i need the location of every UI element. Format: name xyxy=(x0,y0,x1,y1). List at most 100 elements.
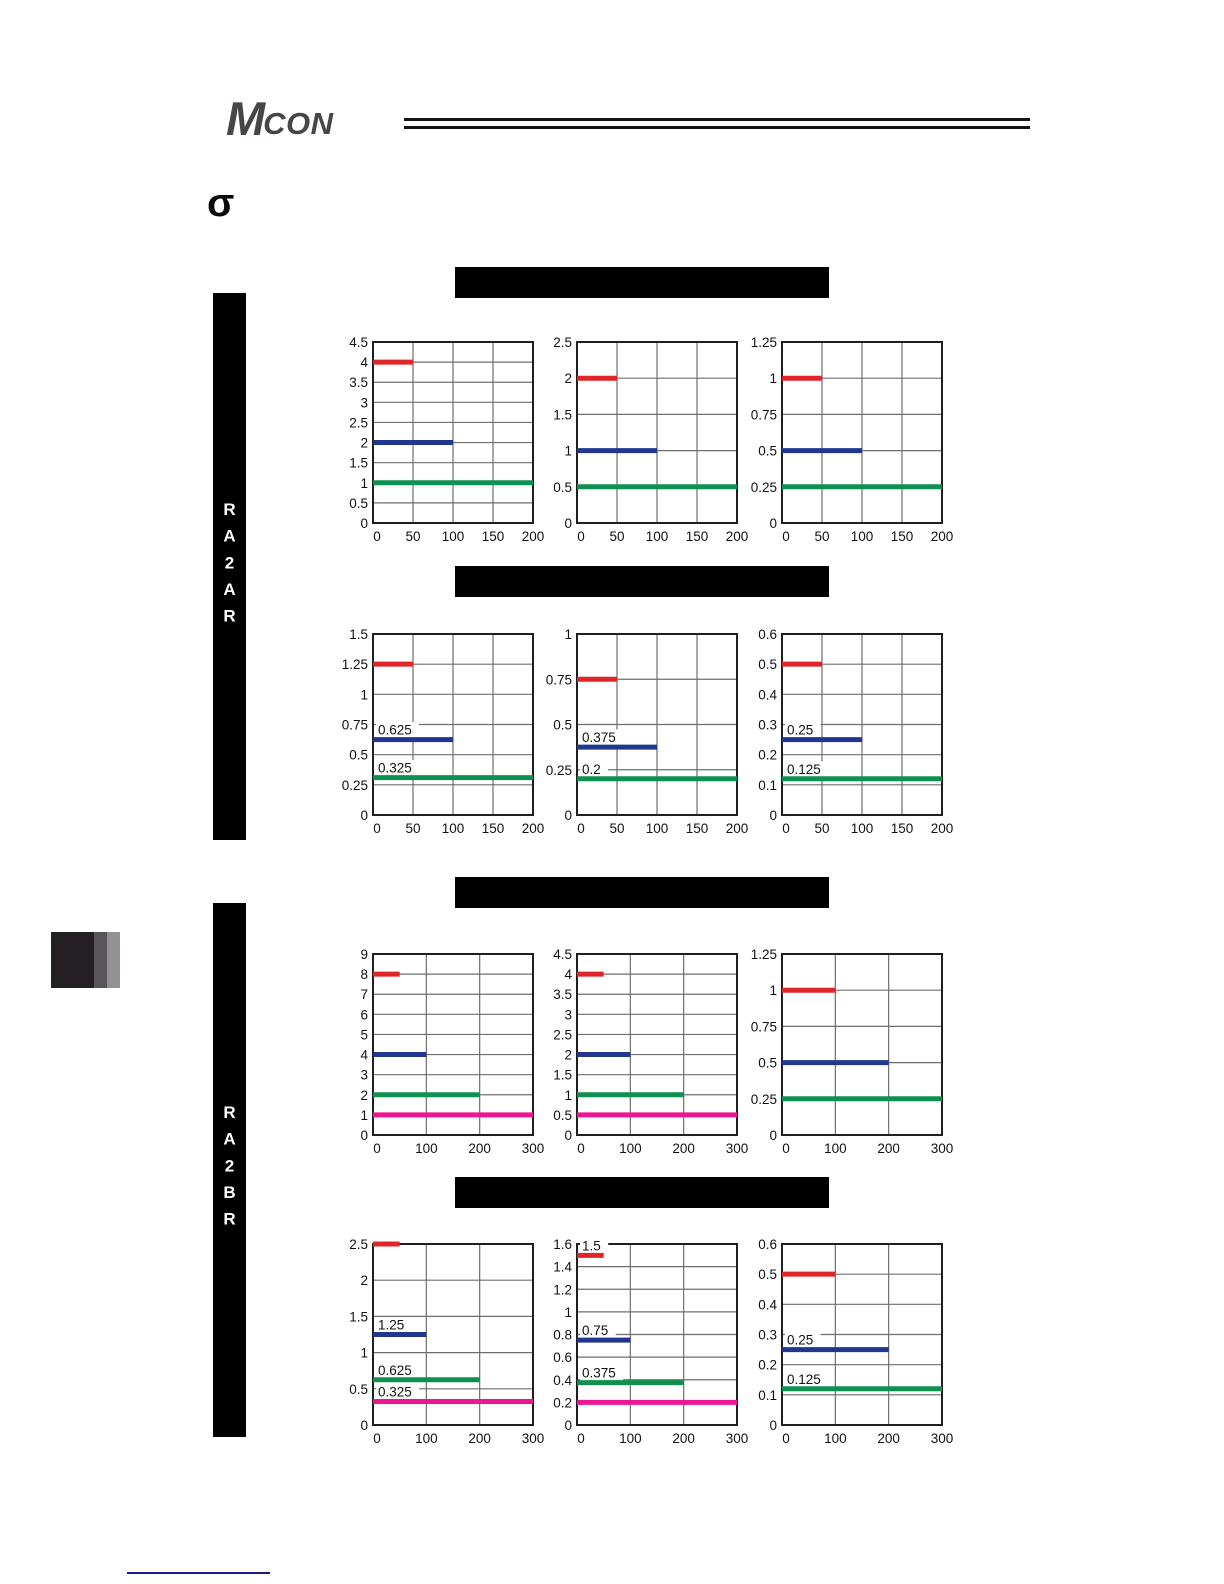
x-tick-label: 200 xyxy=(522,821,545,836)
redacted-section-title-1 xyxy=(455,267,829,298)
y-tick-label: 0.3 xyxy=(758,1328,777,1343)
x-tick-label: 50 xyxy=(405,821,420,836)
speed-payload-chart-r4c1: 1.25 0.625 0.325 0 0.5 1 1.5 2 2.5 0 100 200 300 xyxy=(349,1237,545,1446)
plot-frame xyxy=(576,341,738,524)
y-tick-label: 0 xyxy=(769,808,777,823)
y-tick-label: 0.5 xyxy=(349,496,368,511)
y-tick-label: 4 xyxy=(564,967,572,982)
y-tick-label: 0.75 xyxy=(751,1019,777,1034)
x-tick-label: 150 xyxy=(482,529,505,544)
x-tick-label: 0 xyxy=(577,1141,585,1156)
x-tick-label: 150 xyxy=(482,821,505,836)
speed-payload-chart-r2c1: 0.625 0.325 0 0.25 0.5 0.75 1 1.25 1.5 0 50 100 150 2… xyxy=(342,627,545,836)
y-tick-label: 0.1 xyxy=(758,1388,777,1403)
x-tick-label: 100 xyxy=(415,1141,438,1156)
x-tick-label: 0 xyxy=(577,821,585,836)
speed-payload-chart-r3c2: 0 0.5 1 1.5 2 2.5 3 3.5 4 4.5 0 100 200 300 xyxy=(553,947,748,1156)
y-tick-label: 1 xyxy=(564,444,572,459)
plot-frame xyxy=(372,633,534,816)
model-sidebar-ra2br: RA2BR xyxy=(213,903,246,1437)
x-tick-label: 100 xyxy=(442,821,465,836)
y-tick-label: 1 xyxy=(564,1305,572,1320)
y-tick-label: 0.3 xyxy=(758,718,777,733)
y-tick-label: 0 xyxy=(769,1418,777,1433)
series-label-bg xyxy=(376,1383,419,1400)
y-tick-label: 0.5 xyxy=(553,1108,572,1123)
y-tick-label: 2 xyxy=(360,1273,368,1288)
y-tick-label: 4 xyxy=(360,355,368,370)
x-tick-label: 150 xyxy=(891,529,914,544)
x-tick-label: 50 xyxy=(609,529,624,544)
y-tick-label: 0.75 xyxy=(342,718,368,733)
y-tick-label: 0.5 xyxy=(553,718,572,733)
speed-payload-chart-r1c2: 0 0.5 1 1.5 2 2.5 0 50 100 150 200 xyxy=(553,335,749,544)
y-tick-label: 6 xyxy=(360,1007,368,1022)
y-tick-label: 2 xyxy=(360,1088,368,1103)
y-tick-label: 0 xyxy=(360,808,368,823)
speed-payload-chart-r3c1: 0 1 2 3 4 5 6 7 8 9 0 100 200 300 xyxy=(360,947,544,1156)
y-tick-label: 1 xyxy=(769,983,777,998)
x-tick-label: 0 xyxy=(577,1431,585,1446)
x-tick-label: 200 xyxy=(468,1431,491,1446)
y-tick-label: 0 xyxy=(564,516,572,531)
y-tick-label: 1.4 xyxy=(553,1260,572,1275)
y-tick-label: 7 xyxy=(360,987,368,1002)
y-tick-label: 9 xyxy=(360,947,368,962)
y-tick-label: 0.2 xyxy=(758,1358,777,1373)
grayscale-swatch-light xyxy=(107,932,120,988)
x-tick-label: 0 xyxy=(782,1431,790,1446)
y-tick-label: 0 xyxy=(564,1418,572,1433)
series-label-bg xyxy=(376,722,419,738)
series-value-label: 0.2 xyxy=(582,762,601,777)
series-value-label: 0.375 xyxy=(582,1366,616,1381)
x-tick-label: 100 xyxy=(646,821,669,836)
y-tick-label: 1 xyxy=(360,476,368,491)
x-tick-label: 50 xyxy=(609,821,624,836)
y-tick-label: 1 xyxy=(360,1346,368,1361)
y-tick-label: 2 xyxy=(360,436,368,451)
y-tick-label: 1 xyxy=(564,1088,572,1103)
y-tick-label: 0.6 xyxy=(553,1350,572,1365)
y-tick-label: 1.5 xyxy=(349,456,368,471)
series-label-bg xyxy=(580,1237,609,1254)
sigma-glyph: σ xyxy=(207,181,235,225)
y-tick-label: 0.5 xyxy=(758,657,777,672)
x-tick-label: 0 xyxy=(782,821,790,836)
y-tick-label: 0.2 xyxy=(553,1395,572,1410)
x-tick-label: 0 xyxy=(782,529,790,544)
y-tick-label: 0.5 xyxy=(553,480,572,495)
speed-payload-chart-r2c3: 0.25 0.125 0 0.1 0.2 0.3 0.4 0.5 0.6 0 50 100 150 200 xyxy=(758,627,953,836)
x-tick-label: 200 xyxy=(726,529,749,544)
y-tick-label: 0 xyxy=(564,808,572,823)
series-value-label: 0.125 xyxy=(787,1372,821,1387)
logo-letter-m: M xyxy=(226,92,265,145)
series-value-label: 0.625 xyxy=(378,723,412,738)
x-tick-label: 0 xyxy=(373,529,381,544)
y-tick-label: 1.5 xyxy=(349,1309,368,1324)
y-tick-label: 0.8 xyxy=(553,1328,572,1343)
x-tick-label: 300 xyxy=(726,1431,749,1446)
series-value-label: 0.25 xyxy=(787,723,813,738)
grayscale-swatch-mid xyxy=(94,932,107,988)
x-tick-label: 50 xyxy=(405,529,420,544)
series-value-label: 0.625 xyxy=(378,1363,412,1378)
x-tick-label: 0 xyxy=(782,1141,790,1156)
series-value-label: 0.325 xyxy=(378,1384,412,1399)
speed-payload-chart-r3c3: 0 0.25 0.5 0.75 1 1.25 0 100 200 300 xyxy=(751,947,954,1156)
series-label-bg xyxy=(580,729,623,746)
x-tick-label: 300 xyxy=(522,1431,545,1446)
y-tick-label: 5 xyxy=(360,1027,368,1042)
y-tick-label: 1 xyxy=(564,627,572,642)
y-tick-label: 1.5 xyxy=(349,627,368,642)
x-tick-label: 0 xyxy=(577,529,585,544)
x-tick-label: 100 xyxy=(824,1431,847,1446)
series-value-label: 0.325 xyxy=(378,761,412,776)
x-tick-label: 150 xyxy=(686,821,709,836)
y-tick-label: 0.25 xyxy=(751,1092,777,1107)
model-label-ra2ar: RA2AR xyxy=(220,499,239,634)
redacted-section-title-2 xyxy=(455,566,829,597)
series-value-label: 0.125 xyxy=(787,762,821,777)
model-sidebar-ra2ar: RA2AR xyxy=(213,293,246,840)
